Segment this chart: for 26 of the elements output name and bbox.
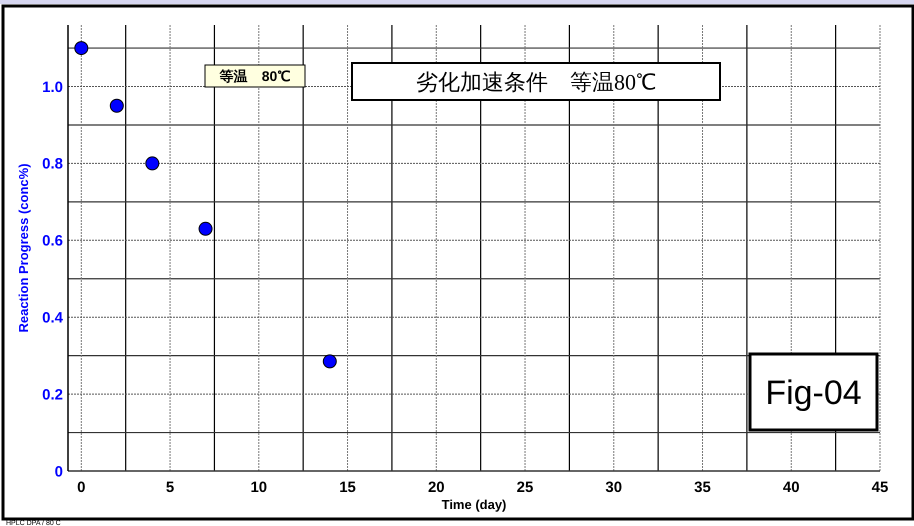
y-tick-label: 0 <box>54 463 63 480</box>
annotation: 等温 80℃ <box>218 68 290 84</box>
x-tick-label: 40 <box>782 479 800 496</box>
point <box>322 354 337 368</box>
x-tick-label: 45 <box>872 479 888 496</box>
point <box>74 41 88 56</box>
y-axis-title: Reaction Progress (conc%) <box>16 163 31 333</box>
x-tick-label: 0 <box>77 479 86 496</box>
y-tick-label: 0.2 <box>42 386 63 404</box>
y-tick-label: 0.8 <box>42 156 63 173</box>
x-tick-label: 5 <box>166 479 174 496</box>
x-tick-label: 30 <box>605 479 622 496</box>
text: 劣化加速条件 等温80℃ <box>416 70 656 95</box>
annotation: Fig-04 <box>765 374 862 412</box>
x-axis-title: Time (day) <box>442 497 506 512</box>
y-tick-label: 1.0 <box>42 78 63 96</box>
x-tick-label: 10 <box>250 479 268 496</box>
point <box>198 222 213 236</box>
y-tick-label: 0.4 <box>42 309 64 326</box>
point <box>145 156 160 170</box>
y-tick-label: 0.6 <box>42 232 63 250</box>
x-tick-label: 20 <box>428 479 445 496</box>
x-tick-label: 25 <box>516 479 534 496</box>
point <box>110 98 124 113</box>
x-tick-label: 35 <box>694 479 711 496</box>
x-tick-label: 15 <box>339 479 356 496</box>
